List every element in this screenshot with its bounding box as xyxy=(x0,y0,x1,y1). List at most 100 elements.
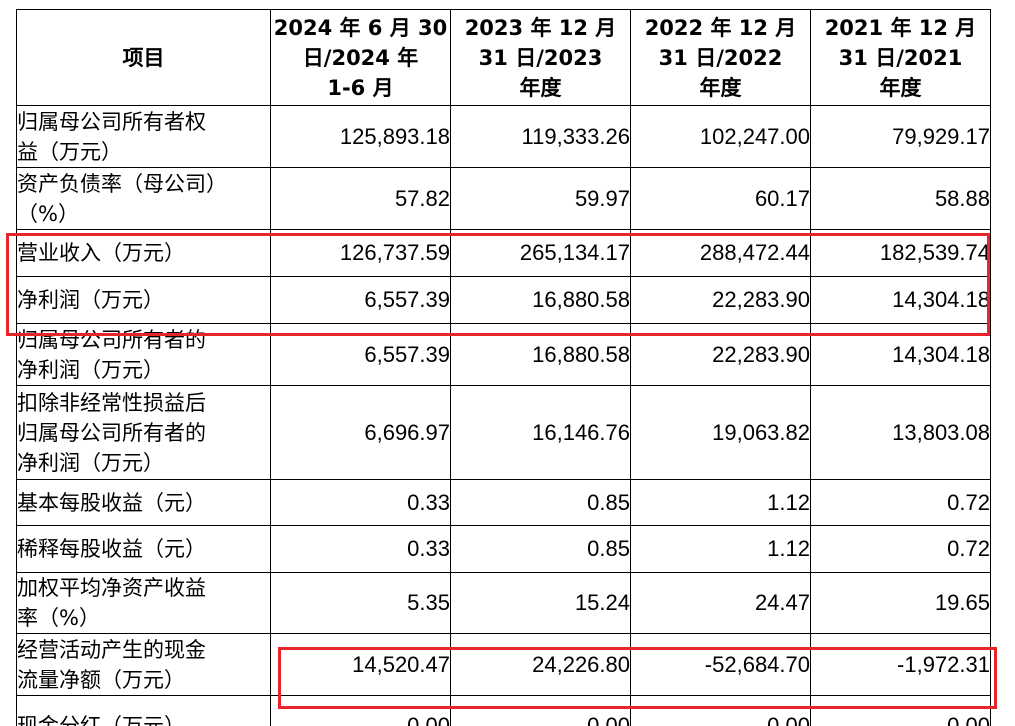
row-label-line: （%） xyxy=(17,201,79,226)
row-label: 基本每股收益（元） xyxy=(16,479,271,526)
cell-value: 24,226.80 xyxy=(450,633,631,696)
cell-value: 0.33 xyxy=(270,525,451,573)
header-line: 2024 年 6 月 30 xyxy=(273,15,448,40)
header-line: 2022 年 12 月 xyxy=(644,15,797,40)
table-row: 基本每股收益（元） 0.33 0.85 1.12 0.72 xyxy=(16,479,991,526)
cell-value: 0.72 xyxy=(810,479,991,526)
header-line: 31 日/2022 xyxy=(658,45,783,70)
row-label: 稀释每股收益（元） xyxy=(16,525,271,573)
row-label-line: 资产负债率（母公司） xyxy=(17,171,227,196)
cell-value: 182,539.74 xyxy=(810,229,991,277)
header-line: 日/2024 年 xyxy=(302,45,419,70)
table-row: 归属母公司所有者权 益（万元） 125,893.18 119,333.26 102,24… xyxy=(16,105,991,168)
table-row: 稀释每股收益（元） 0.33 0.85 1.12 0.72 xyxy=(16,525,991,573)
cell-value: 16,880.58 xyxy=(450,276,631,324)
cell-value: 79,929.17 xyxy=(810,105,991,168)
row-label: 加权平均净资产收益 率（%） xyxy=(16,572,271,634)
cell-value: 16,146.76 xyxy=(450,385,631,480)
cell-value: 22,283.90 xyxy=(630,323,811,386)
row-label-line: 稀释每股收益（元） xyxy=(17,537,206,561)
row-label: 归属母公司所有者的 净利润（万元） xyxy=(16,323,271,386)
row-label: 现金分红（万元） xyxy=(16,695,271,726)
row-label-line: 经营活动产生的现金 xyxy=(17,637,206,662)
header-line: 年度 xyxy=(879,75,922,100)
cell-value: 19.65 xyxy=(810,572,991,634)
table-row: 加权平均净资产收益 率（%） 5.35 15.24 24.47 19.65 xyxy=(16,572,991,634)
cell-value: 13,803.08 xyxy=(810,385,991,480)
table-header-row: 项目 2024 年 6 月 30 日/2024 年 1-6 月 2023 年 12 月 3… xyxy=(16,9,991,106)
row-label-line: 加权平均净资产收益 xyxy=(17,576,206,600)
row-label: 归属母公司所有者权 益（万元） xyxy=(16,105,271,168)
header-line: 31 日/2021 xyxy=(838,45,963,70)
cell-value: 288,472.44 xyxy=(630,229,811,277)
row-label-line: 净利润（万元） xyxy=(17,357,164,382)
header-line: 2021 年 12 月 xyxy=(824,15,977,40)
cell-value: 0.00 xyxy=(630,695,811,726)
column-header-period: 2023 年 12 月 31 日/2023 年度 xyxy=(450,9,631,106)
cell-value: 0.85 xyxy=(450,479,631,526)
cell-value: 0.33 xyxy=(270,479,451,526)
table-row: 扣除非经常性损益后 归属母公司所有者的 净利润（万元） 6,696.97 16,146.… xyxy=(16,385,991,480)
row-label-line: 净利润（万元） xyxy=(17,288,164,312)
cell-value: 0.00 xyxy=(450,695,631,726)
cell-value: 15.24 xyxy=(450,572,631,634)
row-label: 扣除非经常性损益后 归属母公司所有者的 净利润（万元） xyxy=(16,385,271,480)
table-row: 经营活动产生的现金 流量净额（万元） 14,520.47 24,226.80 -52,6… xyxy=(16,633,991,696)
cell-value: 19,063.82 xyxy=(630,385,811,480)
header-line: 项目 xyxy=(122,45,165,70)
row-label-line: 归属母公司所有者的 xyxy=(17,327,206,352)
cell-value: 1.12 xyxy=(630,479,811,526)
row-label-line: 基本每股收益（元） xyxy=(17,490,206,515)
table-row: 归属母公司所有者的 净利润（万元） 6,557.39 16,880.58 22,283.… xyxy=(16,323,991,386)
cell-value: 22,283.90 xyxy=(630,276,811,324)
cell-value: 102,247.00 xyxy=(630,105,811,168)
table-row: 现金分红（万元） 0.00 0.00 0.00 0.00 xyxy=(16,695,991,726)
row-label-line: 益（万元） xyxy=(17,139,122,164)
cell-value: 14,520.47 xyxy=(270,633,451,696)
column-header-period: 2022 年 12 月 31 日/2022 年度 xyxy=(630,9,811,106)
cell-value: 14,304.18 xyxy=(810,323,991,386)
row-label-line: 扣除非经常性损益后 xyxy=(17,390,206,415)
header-line: 年度 xyxy=(699,75,742,100)
row-label-line: 归属母公司所有者的 xyxy=(17,420,206,445)
cell-value: 57.82 xyxy=(270,167,451,230)
cell-value: 5.35 xyxy=(270,572,451,634)
header-line: 1-6 月 xyxy=(327,75,394,100)
header-line: 年度 xyxy=(519,75,562,100)
cell-value: 0.85 xyxy=(450,525,631,573)
column-header-period: 2024 年 6 月 30 日/2024 年 1-6 月 xyxy=(270,9,451,106)
row-label-line: 营业收入（万元） xyxy=(17,241,185,265)
cell-value: -52,684.70 xyxy=(630,633,811,696)
cell-value: 60.17 xyxy=(630,167,811,230)
row-label: 净利润（万元） xyxy=(16,276,271,324)
column-header-item: 项目 xyxy=(16,9,271,106)
row-label-line: 流量净额（万元） xyxy=(17,667,185,692)
cell-value: -1,972.31 xyxy=(810,633,991,696)
cell-value: 16,880.58 xyxy=(450,323,631,386)
cell-value: 6,557.39 xyxy=(270,323,451,386)
cell-value: 24.47 xyxy=(630,572,811,634)
column-header-period: 2021 年 12 月 31 日/2021 年度 xyxy=(810,9,991,106)
cell-value: 119,333.26 xyxy=(450,105,631,168)
cell-value: 58.88 xyxy=(810,167,991,230)
row-label-line: 现金分红（万元） xyxy=(17,713,185,726)
cell-value: 6,696.97 xyxy=(270,385,451,480)
row-label: 营业收入（万元） xyxy=(16,229,271,277)
row-label: 经营活动产生的现金 流量净额（万元） xyxy=(16,633,271,696)
cell-value: 126,737.59 xyxy=(270,229,451,277)
row-label: 资产负债率（母公司） （%） xyxy=(16,167,271,230)
cell-value: 0.00 xyxy=(270,695,451,726)
cell-value: 1.12 xyxy=(630,525,811,573)
header-line: 31 日/2023 xyxy=(478,45,603,70)
header-line: 2023 年 12 月 xyxy=(464,15,617,40)
table-row: 资产负债率（母公司） （%） 57.82 59.97 60.17 58.88 xyxy=(16,167,991,230)
row-label-line: 归属母公司所有者权 xyxy=(17,109,206,134)
financial-data-table: 项目 2024 年 6 月 30 日/2024 年 1-6 月 2023 年 12 月 3… xyxy=(16,9,991,726)
cell-value: 6,557.39 xyxy=(270,276,451,324)
cell-value: 0.72 xyxy=(810,525,991,573)
row-label-line: 率（%） xyxy=(17,606,100,630)
cell-value: 0.00 xyxy=(810,695,991,726)
cell-value: 59.97 xyxy=(450,167,631,230)
cell-value: 14,304.18 xyxy=(810,276,991,324)
